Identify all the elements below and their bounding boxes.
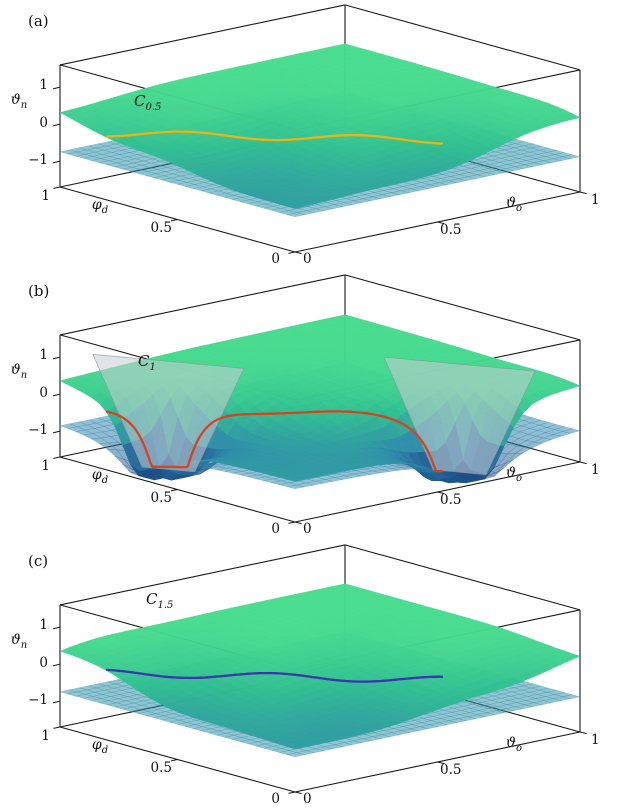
y-tick-05: 0.5	[150, 490, 172, 506]
z-axis-label: ϑn	[10, 632, 28, 651]
curve-label: C1	[138, 352, 156, 373]
z-tick-minus1: −1	[28, 422, 48, 438]
branch-cut-sheets	[92, 353, 536, 476]
panel-b: (b) 1 0 −1 ϑn 1 0.5 0 φd 0 0.5 1 ϑo C1	[0, 270, 620, 540]
z-tick-1: 1	[39, 347, 48, 363]
y-tick-05: 0.5	[150, 760, 172, 776]
surface-plot-c	[52, 544, 587, 795]
surface-plot-a	[52, 4, 587, 255]
y-tick-0: 0	[271, 521, 280, 537]
z-tick-0: 0	[39, 115, 48, 131]
z-axis-label: ϑn	[10, 92, 28, 111]
x-tick-1: 1	[591, 462, 600, 478]
panel-tag: (c)	[28, 552, 49, 570]
y-tick-05: 0.5	[150, 220, 172, 236]
y-tick-1: 1	[41, 728, 50, 744]
z-tick-1: 1	[39, 617, 48, 633]
y-tick-0: 0	[271, 791, 280, 807]
y-axis-label: φd	[91, 197, 109, 216]
x-tick-05: 0.5	[440, 762, 462, 778]
z-tick-minus1: −1	[28, 692, 48, 708]
surface-mesh	[59, 43, 581, 218]
z-tick-1: 1	[39, 77, 48, 93]
curve-label: C0.5	[134, 92, 162, 113]
y-axis-label: φd	[91, 467, 109, 486]
curve-label: C1.5	[146, 590, 174, 611]
y-tick-1: 1	[41, 188, 50, 204]
contour-curve	[105, 410, 444, 473]
x-axis-label: ϑo	[505, 195, 523, 214]
surface-plot-b	[52, 274, 587, 525]
panel-a: (a) 1 0 −1 ϑn 1 0.5 0 φd 0 0.5 1 ϑo C0.5	[0, 0, 620, 270]
y-tick-1: 1	[41, 458, 50, 474]
contour-curve	[105, 668, 444, 683]
x-tick-1: 1	[591, 732, 600, 748]
z-tick-0: 0	[39, 655, 48, 671]
z-tick-0: 0	[39, 385, 48, 401]
panel-c: (c) 1 0 −1 ϑn 1 0.5 0 φd 0 0.5 1 ϑo C1.5	[0, 540, 620, 811]
x-axis-label: ϑo	[505, 735, 523, 754]
surface-mesh	[59, 583, 581, 758]
x-tick-05: 0.5	[440, 492, 462, 508]
x-tick-1: 1	[591, 192, 600, 208]
y-axis-label: φd	[91, 737, 109, 756]
panel-tag: (b)	[28, 282, 50, 300]
x-tick-0: 0	[303, 251, 312, 267]
x-tick-0: 0	[303, 521, 312, 537]
x-tick-05: 0.5	[440, 222, 462, 238]
x-axis-label: ϑo	[505, 465, 523, 484]
y-tick-0: 0	[271, 251, 280, 267]
z-axis-label: ϑn	[10, 362, 28, 381]
z-tick-minus1: −1	[28, 152, 48, 168]
x-tick-0: 0	[303, 791, 312, 807]
contour-curve	[105, 130, 444, 145]
panel-tag: (a)	[28, 12, 49, 30]
